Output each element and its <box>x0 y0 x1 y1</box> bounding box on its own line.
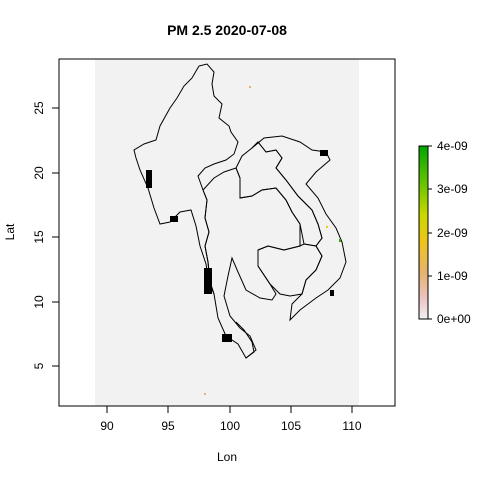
colorbar-ticks <box>428 145 432 320</box>
x-tick-label: 110 <box>342 419 361 433</box>
raster-hotspots <box>204 86 341 395</box>
colorbar-tick-label: 1e-09 <box>437 269 468 283</box>
raster-layer <box>95 59 359 406</box>
y-tick-label: 5 <box>32 362 46 369</box>
x-tick-label: 105 <box>281 419 301 433</box>
x-axis <box>106 406 353 413</box>
coastal-islands <box>146 150 334 342</box>
x-tick-label: 95 <box>161 419 175 433</box>
colorbar <box>418 145 429 320</box>
y-tick-label: 15 <box>32 230 46 244</box>
y-tick-label: 25 <box>32 101 46 115</box>
vietnam-border <box>251 135 347 322</box>
plot-frame <box>58 58 396 407</box>
colorbar-tick-label: 0e+00 <box>437 312 471 326</box>
x-tick-label: 90 <box>100 419 114 433</box>
x-axis-label: Lon <box>217 450 237 464</box>
y-tick-label: 10 <box>32 295 46 309</box>
x-tick-label: 100 <box>220 419 240 433</box>
y-axis <box>52 107 59 367</box>
y-axis-label: Lat <box>3 223 17 240</box>
colorbar-tick-label: 4e-09 <box>437 139 468 153</box>
chart-title: PM 2.5 2020-07-08 <box>167 22 287 38</box>
y-tick-label: 20 <box>32 166 46 180</box>
colorbar-tick-label: 3e-09 <box>437 182 468 196</box>
colorbar-tick-label: 2e-09 <box>437 226 468 240</box>
cambodia-border <box>257 243 323 297</box>
malay-peninsula-border <box>235 321 255 359</box>
